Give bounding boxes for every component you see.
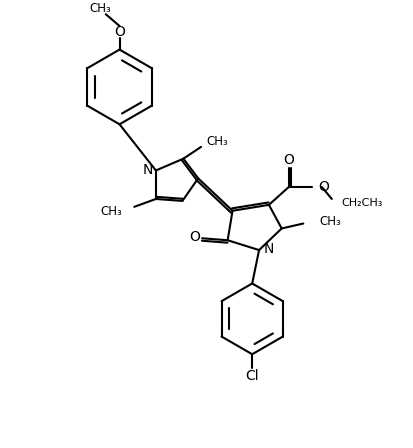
Text: CH₃: CH₃ [318, 215, 340, 228]
Text: N: N [263, 242, 274, 256]
Text: CH₃: CH₃ [206, 135, 227, 148]
Text: CH₃: CH₃ [89, 2, 111, 15]
Text: O: O [282, 153, 293, 167]
Text: CH₃: CH₃ [100, 205, 122, 218]
Text: N: N [142, 164, 153, 177]
Text: O: O [114, 25, 125, 39]
Text: CH₂CH₃: CH₂CH₃ [341, 198, 382, 208]
Text: O: O [188, 230, 199, 244]
Text: Cl: Cl [245, 369, 259, 383]
Text: O: O [317, 180, 328, 194]
